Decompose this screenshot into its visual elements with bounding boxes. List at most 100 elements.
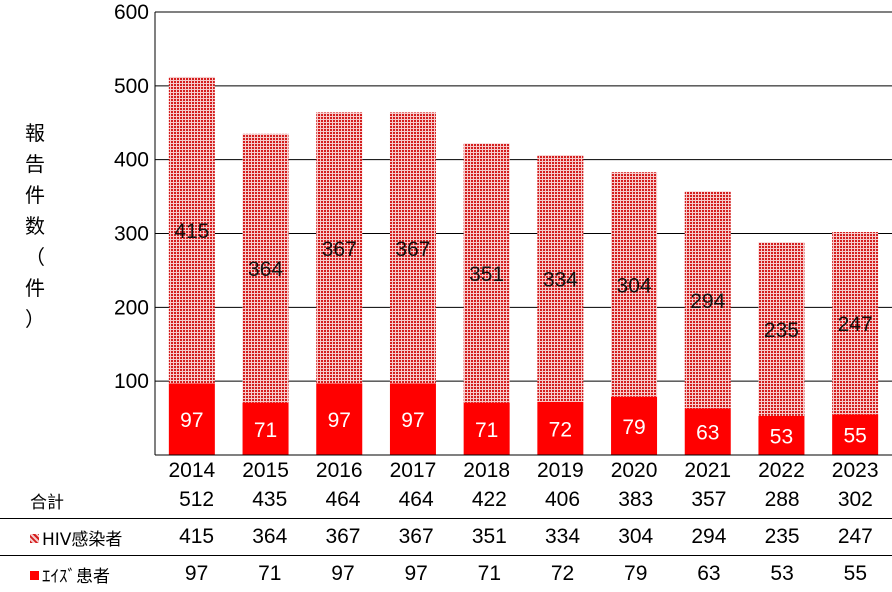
y-tick-label: 600 bbox=[114, 1, 149, 24]
total-cell: 435 bbox=[252, 488, 288, 511]
x-tick-label: 2022 bbox=[758, 459, 805, 482]
aids-row-label: ｴｲｽﾞ患者 bbox=[0, 555, 160, 592]
axes bbox=[154, 12, 892, 456]
total-cell: 302 bbox=[837, 488, 873, 511]
x-tick-labels: 2014 2015 2016 2017 2018 2019 2020 2021 2022 2023 bbox=[168, 459, 878, 482]
total-cell: 464 bbox=[398, 488, 434, 511]
data-label-hiv: 304 bbox=[617, 274, 652, 297]
y-tick-label: 200 bbox=[114, 296, 149, 319]
y-axis-label-char: 件 bbox=[25, 276, 45, 300]
data-label-aids: 97 bbox=[401, 409, 424, 432]
hiv-cell: 235 bbox=[745, 518, 819, 556]
aids-cell: 97 bbox=[306, 555, 380, 592]
aids-legend-swatch bbox=[30, 570, 39, 580]
y-tick-label: 100 bbox=[114, 370, 149, 393]
bar-aids bbox=[537, 401, 584, 455]
total-cell: 383 bbox=[618, 488, 654, 511]
data-label-hiv: 247 bbox=[838, 313, 873, 336]
bar-aids bbox=[758, 415, 805, 455]
y-tick-labels: 100 200 300 400 500 600 bbox=[114, 1, 149, 393]
bar-aids bbox=[463, 402, 510, 455]
aids-cell: 97 bbox=[379, 555, 453, 592]
data-label-aids: 79 bbox=[622, 416, 645, 439]
data-label-aids: 71 bbox=[254, 419, 277, 442]
table-row-total: 合計 512 435 464 464 422 406 383 357 288 3… bbox=[0, 482, 892, 519]
y-tick-label: 400 bbox=[114, 149, 149, 172]
y-axis-label-char: 数 bbox=[25, 214, 45, 238]
bar-hiv bbox=[684, 191, 731, 409]
bar-hiv bbox=[168, 76, 215, 384]
x-tick-label: 2018 bbox=[463, 459, 510, 482]
data-label-hiv: 364 bbox=[248, 258, 283, 281]
data-label-aids: 72 bbox=[549, 418, 572, 441]
data-label-aids: 53 bbox=[770, 425, 793, 448]
y-tick-label: 500 bbox=[114, 75, 149, 98]
y-axis-label-char: （ bbox=[25, 245, 45, 269]
data-table: 合計 512 435 464 464 422 406 383 357 288 3… bbox=[0, 482, 892, 592]
x-tick-label: 2020 bbox=[611, 459, 658, 482]
bars bbox=[168, 76, 879, 455]
data-label-hiv: 367 bbox=[395, 238, 430, 261]
y-axis-label-char: 告 bbox=[25, 152, 45, 176]
hiv-cell: 367 bbox=[379, 518, 453, 556]
data-label-aids: 63 bbox=[696, 422, 719, 445]
hiv-legend-text: HIV感染者 bbox=[42, 529, 123, 550]
x-tick-label: 2017 bbox=[390, 459, 437, 482]
x-tick-label: 2016 bbox=[316, 459, 363, 482]
bar-aids bbox=[316, 383, 363, 455]
bar-hiv bbox=[611, 172, 658, 397]
bar-aids bbox=[684, 408, 731, 455]
bar-hiv bbox=[389, 112, 436, 384]
bar-aids bbox=[168, 383, 215, 455]
y-axis-label-char: 件 bbox=[25, 183, 45, 207]
aids-cell: 55 bbox=[818, 555, 892, 592]
data-label-hiv: 367 bbox=[322, 238, 357, 261]
aids-cell: 97 bbox=[160, 555, 234, 592]
bar-hiv bbox=[832, 232, 879, 415]
table-row-aids: ｴｲｽﾞ患者 97 71 97 97 71 72 79 63 53 55 bbox=[0, 555, 892, 592]
y-axis-label: 報 告 件 数 （ 件 ） bbox=[20, 118, 50, 335]
hiv-cell: 351 bbox=[452, 518, 526, 556]
bar-aids bbox=[389, 383, 436, 455]
data-label-aids: 97 bbox=[180, 409, 203, 432]
bar-aids bbox=[832, 414, 879, 455]
aids-cell: 71 bbox=[452, 555, 526, 592]
bar-hiv bbox=[463, 143, 510, 403]
hiv-cell: 294 bbox=[672, 518, 746, 556]
aids-legend-text: ｴｲｽﾞ患者 bbox=[42, 566, 110, 587]
total-cell: 288 bbox=[764, 488, 800, 511]
hiv-cell: 367 bbox=[306, 518, 380, 556]
total-cell: 464 bbox=[325, 488, 361, 511]
data-label-hiv: 334 bbox=[543, 269, 578, 292]
table-row-hiv: HIV感染者 415 364 367 367 351 334 304 294 2… bbox=[0, 518, 892, 556]
total-cell: 512 bbox=[179, 488, 215, 511]
y-axis-label-char: 報 bbox=[25, 121, 45, 145]
total-cell: 357 bbox=[691, 488, 727, 511]
x-tick-label: 2014 bbox=[168, 459, 215, 482]
y-axis-label-char: ） bbox=[25, 307, 45, 331]
hiv-cell: 415 bbox=[160, 518, 234, 556]
hiv-cell: 334 bbox=[525, 518, 600, 556]
aids-cell: 63 bbox=[672, 555, 746, 592]
bar-hiv bbox=[316, 112, 363, 384]
y-tick-label: 300 bbox=[114, 223, 149, 246]
data-label-hiv: 351 bbox=[469, 263, 504, 286]
bar-hiv bbox=[242, 133, 289, 403]
aids-cell: 71 bbox=[233, 555, 307, 592]
hiv-legend-swatch bbox=[30, 533, 39, 543]
bar-hiv bbox=[758, 242, 805, 416]
aids-cell: 79 bbox=[599, 555, 673, 592]
data-label-aids: 55 bbox=[843, 425, 866, 448]
data-label-aids: 71 bbox=[475, 419, 498, 442]
hiv-cell: 247 bbox=[818, 518, 892, 556]
total-cell: 422 bbox=[471, 488, 507, 511]
hiv-cell: 304 bbox=[599, 518, 673, 556]
bar-aids bbox=[611, 396, 658, 455]
bar-chart: 97 415 71 364 97 367 97 367 71 351 72 334 79 304 63 294… bbox=[114, 1, 892, 482]
x-tick-label: 2023 bbox=[832, 459, 879, 482]
total-row-label: 合計 bbox=[30, 492, 64, 513]
x-tick-label: 2021 bbox=[684, 459, 731, 482]
data-label-hiv: 415 bbox=[174, 220, 209, 243]
bar-aids bbox=[242, 402, 289, 455]
hiv-cell: 364 bbox=[233, 518, 307, 556]
